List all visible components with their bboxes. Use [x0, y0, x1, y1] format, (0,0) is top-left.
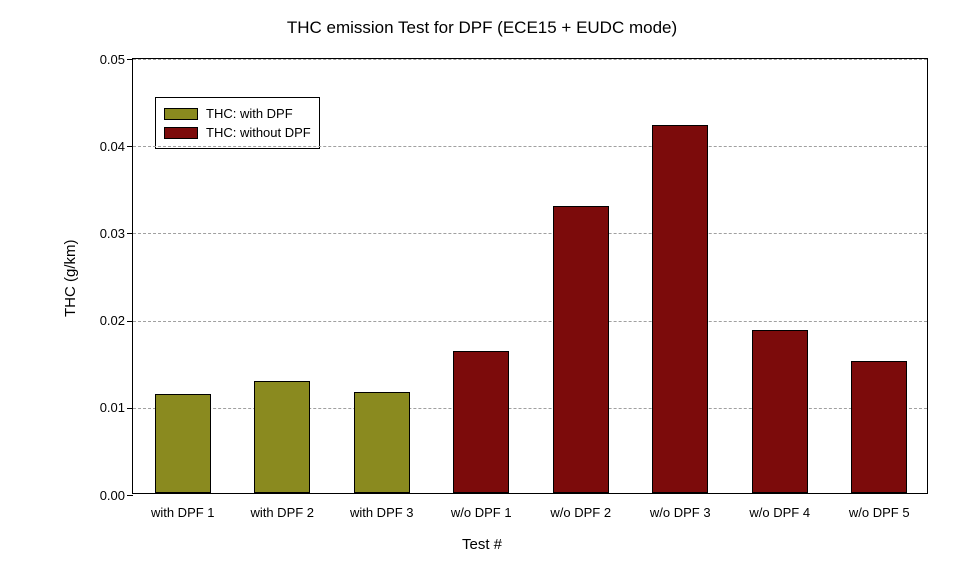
y-tick-mark	[127, 408, 133, 409]
y-tick-mark	[127, 59, 133, 60]
bar	[553, 206, 609, 493]
bar	[155, 394, 211, 493]
grid-line	[133, 408, 927, 409]
bar	[652, 125, 708, 493]
bar	[254, 381, 310, 493]
grid-line	[133, 146, 927, 147]
grid-line	[133, 59, 927, 60]
x-tick-label: w/o DPF 4	[730, 505, 830, 520]
y-tick-label: 0.01	[75, 400, 125, 415]
bar	[453, 351, 509, 493]
bar	[752, 330, 808, 493]
bar	[851, 361, 907, 493]
plot-area: THC: with DPFTHC: without DPF 0.000.010.…	[132, 58, 928, 494]
y-tick-label: 0.00	[75, 488, 125, 503]
x-tick-label: with DPF 3	[332, 505, 432, 520]
x-tick-label: w/o DPF 1	[432, 505, 532, 520]
y-tick-mark	[127, 146, 133, 147]
chart-title: THC emission Test for DPF (ECE15 + EUDC …	[0, 18, 964, 38]
y-tick-label: 0.04	[75, 139, 125, 154]
y-tick-label: 0.05	[75, 52, 125, 67]
x-tick-label: with DPF 2	[233, 505, 333, 520]
y-tick-label: 0.02	[75, 313, 125, 328]
x-tick-label: w/o DPF 2	[531, 505, 631, 520]
chart-container: THC emission Test for DPF (ECE15 + EUDC …	[0, 0, 964, 584]
y-tick-mark	[127, 233, 133, 234]
legend-swatch	[164, 127, 198, 139]
legend-row: THC: with DPF	[164, 106, 311, 121]
y-axis-label: THC (g/km)	[62, 240, 79, 318]
x-axis-label: Test #	[0, 536, 964, 553]
legend-row: THC: without DPF	[164, 125, 311, 140]
legend-label: THC: without DPF	[206, 125, 311, 140]
y-tick-mark	[127, 321, 133, 322]
y-tick-label: 0.03	[75, 226, 125, 241]
legend-swatch	[164, 108, 198, 120]
grid-line	[133, 321, 927, 322]
x-tick-label: w/o DPF 3	[631, 505, 731, 520]
y-tick-mark	[127, 495, 133, 496]
grid-line	[133, 233, 927, 234]
x-tick-label: with DPF 1	[133, 505, 233, 520]
legend: THC: with DPF THC: without DPF	[155, 97, 320, 149]
legend-label: THC: with DPF	[206, 106, 293, 121]
x-tick-label: w/o DPF 5	[830, 505, 930, 520]
bar	[354, 392, 410, 493]
